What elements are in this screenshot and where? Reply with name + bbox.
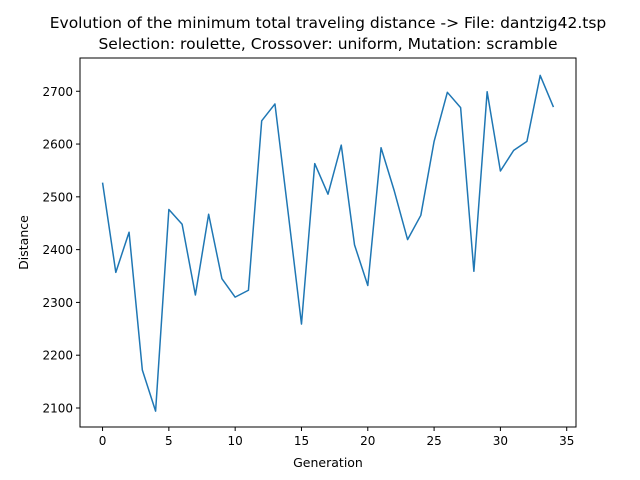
series-line-1 bbox=[101, 74, 555, 412]
x-tick-label: 25 bbox=[426, 434, 441, 448]
x-axis-label: Generation bbox=[293, 455, 363, 470]
x-tick-label: 20 bbox=[360, 434, 375, 448]
chart-subtitle: Selection: roulette, Crossover: uniform,… bbox=[98, 35, 557, 53]
y-tick-label: 2200 bbox=[42, 349, 73, 363]
y-tick-label: 2300 bbox=[42, 296, 73, 310]
y-axis-label: Distance bbox=[16, 215, 31, 270]
y-tick-label: 2700 bbox=[42, 85, 73, 99]
plot-frame bbox=[79, 57, 577, 428]
x-tick-label: 10 bbox=[228, 434, 243, 448]
x-tick-label: 0 bbox=[99, 434, 107, 448]
x-tick-label: 15 bbox=[294, 434, 309, 448]
y-tick-label: 2400 bbox=[42, 243, 73, 257]
x-tick-label: 35 bbox=[559, 434, 574, 448]
x-axis-ticks: 0 5 10 15 20 25 30 35 bbox=[99, 427, 574, 448]
x-tick-label: 5 bbox=[165, 434, 173, 448]
y-tick-label: 2100 bbox=[42, 401, 73, 415]
y-tick-label: 2600 bbox=[42, 138, 73, 152]
chart-title: Evolution of the minimum total traveling… bbox=[50, 14, 607, 32]
x-tick-label: 30 bbox=[493, 434, 508, 448]
y-tick-label: 2500 bbox=[42, 190, 73, 204]
y-axis-ticks: 2100 2200 2300 2400 2500 2600 2700 bbox=[42, 85, 80, 415]
series-layer bbox=[101, 74, 555, 412]
